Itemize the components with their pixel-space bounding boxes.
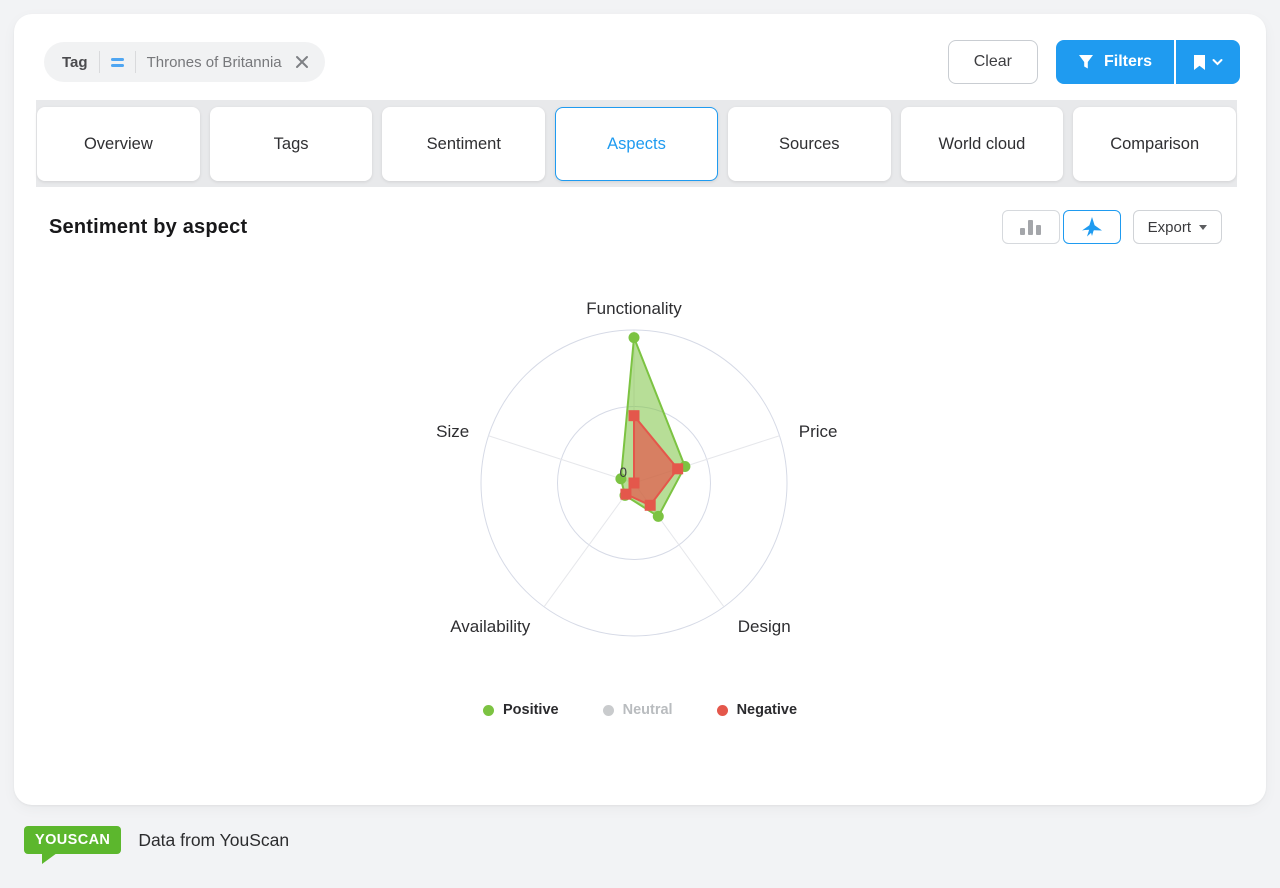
filter-chip-field: Tag: [62, 53, 88, 71]
filter-chip[interactable]: Tag Thrones of Britannia: [44, 42, 325, 82]
tab-label: Tags: [273, 134, 309, 153]
filters-button[interactable]: Filters: [1055, 40, 1174, 84]
filters-button-label: Filters: [1103, 53, 1152, 70]
legend-dot: [482, 704, 494, 716]
axis-label-design: Design: [738, 617, 791, 636]
legend-item-neutral[interactable]: Neutral: [602, 702, 673, 718]
tab-label: Sources: [778, 134, 840, 153]
marker-positive[interactable]: [628, 332, 640, 344]
tab-strip: Overview Tags Sentiment Aspects Sources World…: [36, 100, 1237, 187]
chart-legend: Positive Neutral Negative: [14, 702, 1266, 718]
bar-chart-icon: [1020, 219, 1042, 235]
footer-caption: Data from YouScan: [138, 829, 290, 850]
legend-dot: [716, 704, 728, 716]
chart-view-switcher: [1001, 210, 1121, 244]
marker-negative[interactable]: [628, 410, 640, 422]
tab-comparison[interactable]: Comparison: [1073, 107, 1237, 181]
panel-head: Sentiment by aspect Export: [14, 187, 1266, 244]
tab-tags[interactable]: Tags: [209, 107, 373, 181]
footer: YOUSCAN Data from YouScan: [24, 826, 290, 864]
zero-tick-label: 0: [619, 465, 627, 480]
filter-chip-value: Thrones of Britannia: [146, 53, 282, 71]
chevron-down-icon: [1212, 59, 1223, 66]
marker-positive[interactable]: [652, 510, 664, 522]
bookmark-icon: [1194, 54, 1205, 70]
axis-line: [543, 482, 635, 608]
saved-filters-button[interactable]: [1176, 40, 1240, 84]
youscan-logo-text: YOUSCAN: [35, 832, 111, 848]
bar-chart-view-button[interactable]: [1001, 210, 1060, 244]
tab-sentiment[interactable]: Sentiment: [382, 107, 546, 181]
page-title: Sentiment by aspect: [49, 215, 248, 238]
clear-button[interactable]: Clear: [947, 40, 1038, 84]
tab-overview[interactable]: Overview: [37, 107, 200, 181]
funnel-icon: [1078, 55, 1093, 69]
tab-label: Aspects: [607, 134, 666, 153]
tab-sources[interactable]: Sources: [727, 107, 891, 181]
remove-filter-icon[interactable]: [293, 53, 311, 71]
legend-item-positive[interactable]: Positive: [482, 702, 559, 718]
axis-label-functionality: Functionality: [586, 299, 682, 318]
legend-item-negative[interactable]: Negative: [716, 702, 798, 718]
tab-label: Comparison: [1110, 134, 1200, 153]
divider: [98, 51, 100, 73]
main-card: Tag Thrones of Britannia Clear Filters: [14, 14, 1266, 805]
caret-down-icon: [1199, 224, 1207, 230]
tab-label: Sentiment: [426, 134, 501, 153]
chart-toolbar: Export: [1001, 210, 1222, 244]
equals-operator-icon: [110, 57, 124, 67]
radar-chart-view-button[interactable]: [1062, 210, 1121, 244]
filter-bar: Tag Thrones of Britannia Clear Filters: [14, 14, 1266, 100]
tab-world-cloud[interactable]: World cloud: [900, 107, 1064, 181]
marker-positive[interactable]: [615, 473, 627, 485]
tab-label: Overview: [83, 134, 153, 153]
tab-aspects[interactable]: Aspects: [555, 107, 718, 181]
header-actions: Clear Filters: [947, 40, 1240, 84]
marker-negative[interactable]: [672, 463, 684, 475]
legend-dot: [602, 704, 614, 716]
marker-negative[interactable]: [620, 488, 632, 500]
youscan-logo: YOUSCAN: [24, 826, 122, 864]
filters-button-group: Filters: [1055, 40, 1240, 84]
export-button-label: Export: [1147, 218, 1191, 236]
legend-label: Negative: [736, 702, 798, 718]
marker-negative[interactable]: [644, 499, 656, 511]
tab-label: World cloud: [938, 134, 1026, 153]
axis-line: [488, 435, 635, 484]
axis-label-availability: Availability: [450, 617, 531, 636]
export-button[interactable]: Export: [1132, 210, 1222, 244]
legend-label: Neutral: [622, 702, 673, 718]
marker-negative[interactable]: [628, 477, 640, 489]
legend-label: Positive: [502, 702, 559, 718]
sentiment-radar-chart: Functionality Price Design Availability Size…: [436, 299, 838, 637]
divider: [134, 51, 136, 73]
axis-label-price: Price: [799, 422, 838, 441]
axis-label-size: Size: [436, 422, 469, 441]
radar-chart-icon: [1081, 217, 1102, 237]
